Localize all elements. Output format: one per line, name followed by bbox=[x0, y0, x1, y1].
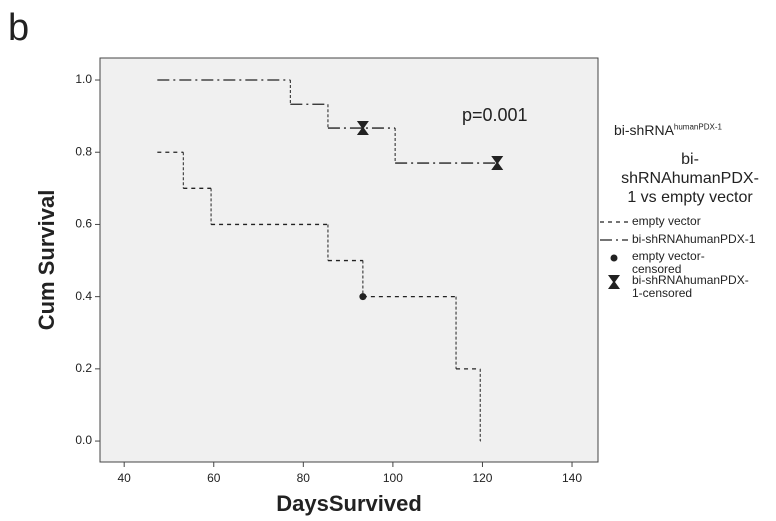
x-axis-label: DaysSurvived bbox=[276, 491, 422, 516]
x-tick-label: 40 bbox=[118, 471, 132, 485]
censor-marker bbox=[608, 275, 620, 289]
legend-title-main: bi-shRNA bbox=[614, 122, 674, 138]
censor-marker bbox=[359, 293, 367, 301]
legend-title: bi-shRNAhumanPDX-1 bbox=[614, 122, 722, 138]
y-tick-label: 0.0 bbox=[75, 433, 92, 447]
y-tick-label: 0.2 bbox=[75, 361, 92, 375]
x-tick-label: 120 bbox=[472, 471, 492, 485]
y-tick-label: 0.6 bbox=[75, 217, 92, 231]
annotation: p=0.001 bbox=[462, 105, 528, 125]
x-tick-label: 140 bbox=[562, 471, 582, 485]
censor-marker bbox=[610, 254, 618, 262]
x-tick-label: 60 bbox=[207, 471, 221, 485]
y-tick-label: 0.8 bbox=[75, 144, 92, 158]
y-axis-label: Cum Survival bbox=[34, 190, 59, 331]
x-tick-label: 100 bbox=[383, 471, 403, 485]
y-tick-label: 1.0 bbox=[75, 72, 92, 86]
legend-label: empty vector bbox=[632, 214, 701, 228]
plot-area bbox=[99, 57, 599, 463]
panel-label: b bbox=[8, 7, 29, 49]
legend-label: bi-shRNAhumanPDX-1-censored bbox=[632, 273, 749, 300]
legend-title-sup: humanPDX-1 bbox=[673, 122, 722, 132]
censor-marker bbox=[491, 156, 504, 171]
legend-label: bi-shRNAhumanPDX-1 bbox=[632, 232, 756, 246]
y-tick-label: 0.4 bbox=[75, 289, 92, 303]
legend-subtitle: bi-shRNAhumanPDX-1 vs empty vector bbox=[621, 151, 759, 206]
censor-marker bbox=[356, 121, 369, 136]
x-tick-label: 80 bbox=[297, 471, 311, 485]
legend-label: empty vector-censored bbox=[632, 249, 705, 276]
